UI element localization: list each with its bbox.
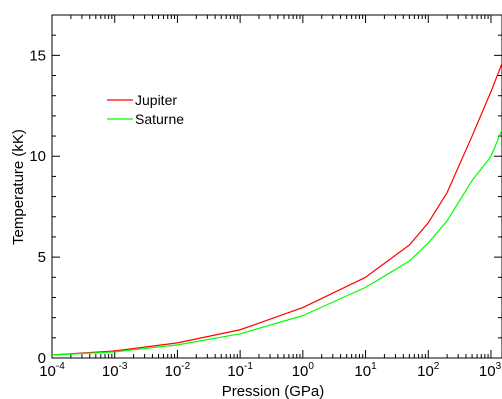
y-tick-label: 0 xyxy=(38,350,46,367)
plot-frame xyxy=(51,14,502,359)
x-tick-label: 10-4 xyxy=(39,361,65,380)
y-axis-title: Temperature (kK) xyxy=(10,129,27,245)
legend-label-saturne: Saturne xyxy=(135,111,184,127)
legend-label-jupiter: Jupiter xyxy=(135,92,177,108)
legend-box xyxy=(133,88,193,128)
x-tick-label: 10-3 xyxy=(102,361,128,380)
plot-area xyxy=(51,14,502,359)
x-tick-label: 10-2 xyxy=(165,361,191,380)
series-lines xyxy=(51,63,502,356)
x-tick-label: 101 xyxy=(354,361,377,380)
series-line-saturne xyxy=(51,129,502,356)
x-tick-label: 10-1 xyxy=(227,361,253,380)
y-tick-label: 5 xyxy=(38,249,46,266)
x-tick-label: 100 xyxy=(292,361,315,380)
x-tick-label: 102 xyxy=(417,361,440,380)
legend: Jupiter Saturne xyxy=(107,88,193,128)
y-tick-label: 15 xyxy=(29,47,46,64)
series-line-jupiter xyxy=(51,63,502,356)
axis-ticks xyxy=(51,14,502,359)
x-axis-title: Pression (GPa) xyxy=(222,383,325,399)
tick-labels: 0 5 10 15 10-4 10-3 10-2 10-1 100 101 102 103 xyxy=(29,47,501,380)
x-tick-label: 103 xyxy=(479,361,502,380)
y-tick-label: 10 xyxy=(29,148,46,165)
